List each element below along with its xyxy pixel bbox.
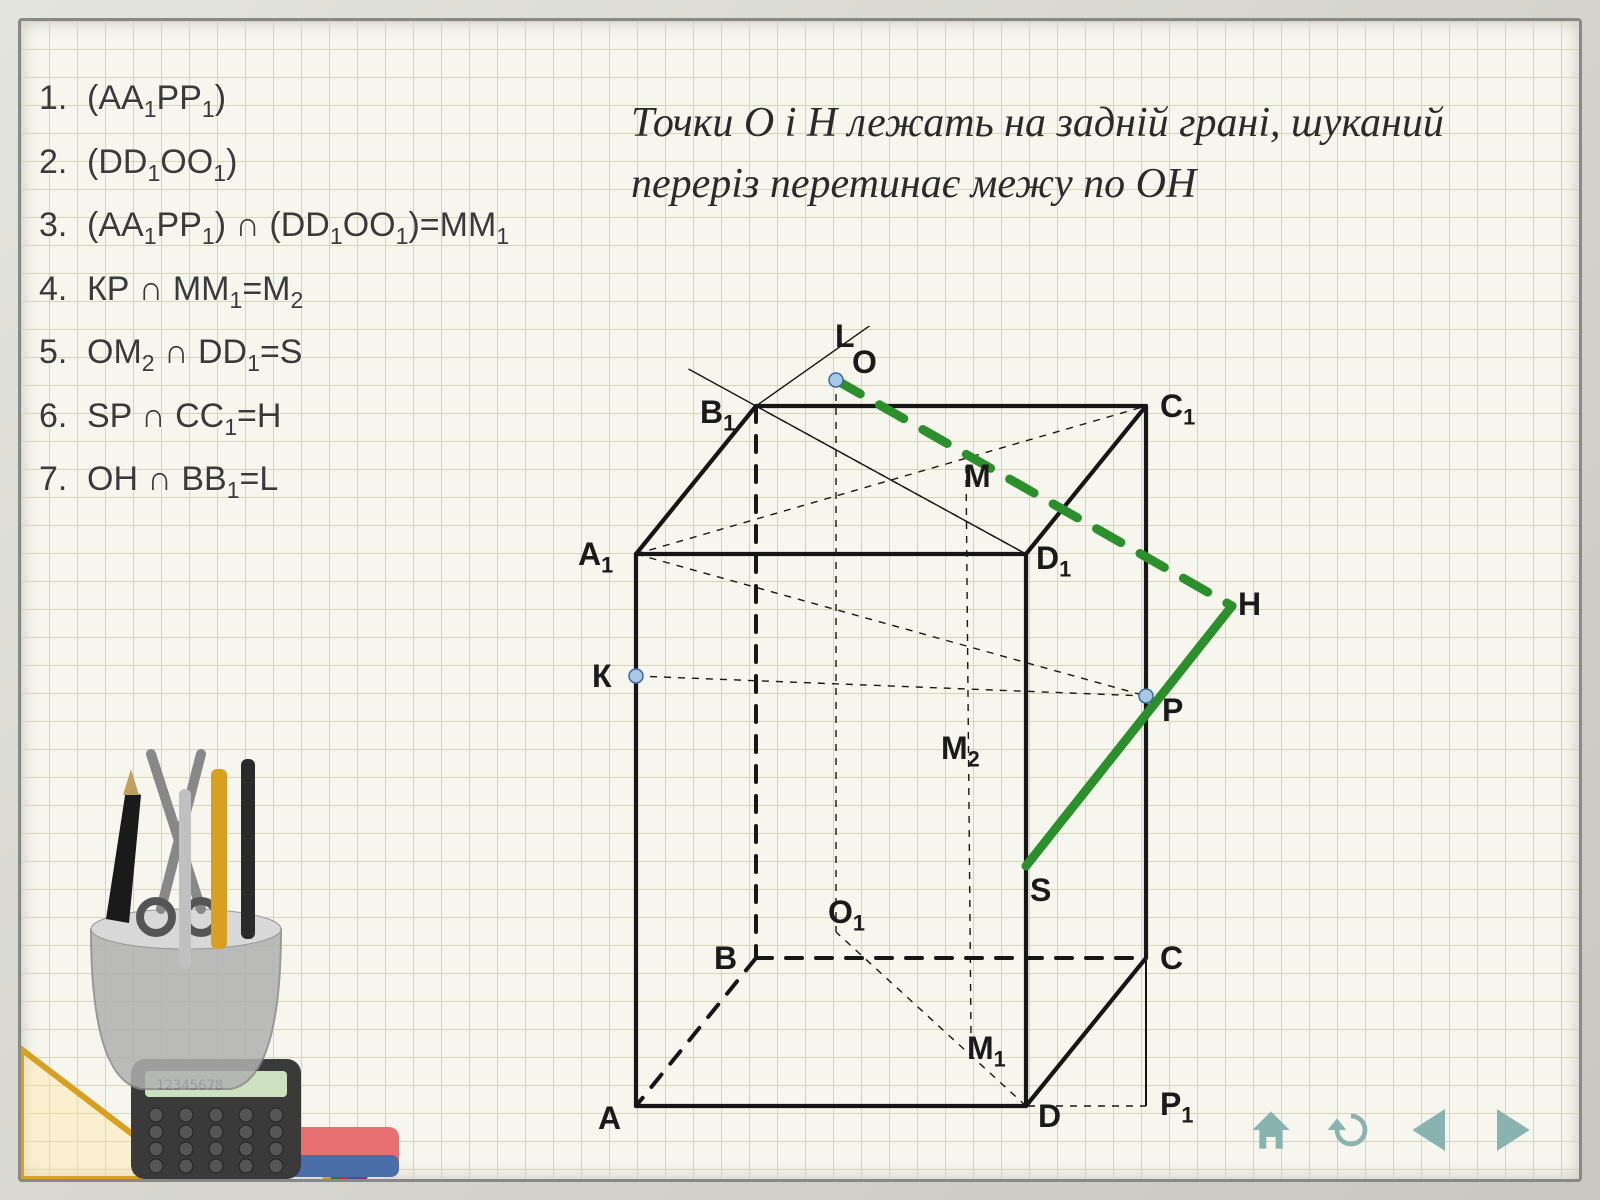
step-item: 7.ОН ∩ BB1=L: [39, 448, 509, 512]
vertex-label: К: [592, 658, 612, 695]
step-item: 3.(АА1РР1) ∩ (DD1OO1)=ММ1: [39, 194, 509, 258]
vertex-label: D1: [1036, 540, 1071, 582]
step-item: 5.ОМ2 ∩ DD1=S: [39, 321, 509, 385]
explanation-text: Точки О і Н лежать на задній грані, шука…: [631, 93, 1531, 215]
step-item: 1.(АА1РР1): [39, 67, 509, 131]
vertex-label: M1: [967, 1030, 1006, 1072]
vertex-label: O1: [828, 894, 865, 936]
vertex-label: H: [1238, 586, 1261, 623]
vertex-label: A: [598, 1100, 621, 1137]
slide-nav: [1238, 1099, 1544, 1161]
prev-button[interactable]: [1398, 1099, 1464, 1161]
construction-steps-list: 1.(АА1РР1)2.(DD1OO1)3.(АА1РР1) ∩ (DD1OO1…: [39, 67, 509, 512]
vertex-label: S: [1030, 872, 1051, 909]
vertex-label: C: [1160, 940, 1183, 977]
vertex-label: M: [964, 458, 991, 495]
slide-inner: 1.(АА1РР1)2.(DD1OO1)3.(АА1РР1) ∩ (DD1OO1…: [18, 18, 1582, 1182]
vertex-label: L: [835, 318, 855, 355]
undo-button[interactable]: [1318, 1099, 1384, 1161]
vertex-label: A1: [578, 536, 613, 578]
vertex-label: P: [1162, 692, 1183, 729]
vertex-label: O: [852, 344, 877, 381]
vertex-label: C1: [1160, 388, 1195, 430]
step-item: 6.SP ∩ CC1=H: [39, 385, 509, 449]
home-button[interactable]: [1238, 1099, 1304, 1161]
school-supplies-illustration: 12345678: [18, 699, 491, 1182]
vertex-label: B: [714, 940, 737, 977]
step-item: 4.КР ∩ ММ1=М2: [39, 258, 509, 322]
step-item: 2.(DD1OO1): [39, 131, 509, 195]
geometry-diagram: A1B1C1D1ABCDOLКPP1MM2M1O1SH: [576, 326, 1276, 1146]
next-button[interactable]: [1478, 1099, 1544, 1161]
vertex-label: B1: [700, 394, 735, 436]
vertex-label: D: [1038, 1098, 1061, 1135]
vertex-label: P1: [1160, 1086, 1193, 1128]
vertex-label: M2: [941, 730, 980, 772]
slide-frame: 1.(АА1РР1)2.(DD1OO1)3.(АА1РР1) ∩ (DD1OO1…: [0, 0, 1600, 1200]
